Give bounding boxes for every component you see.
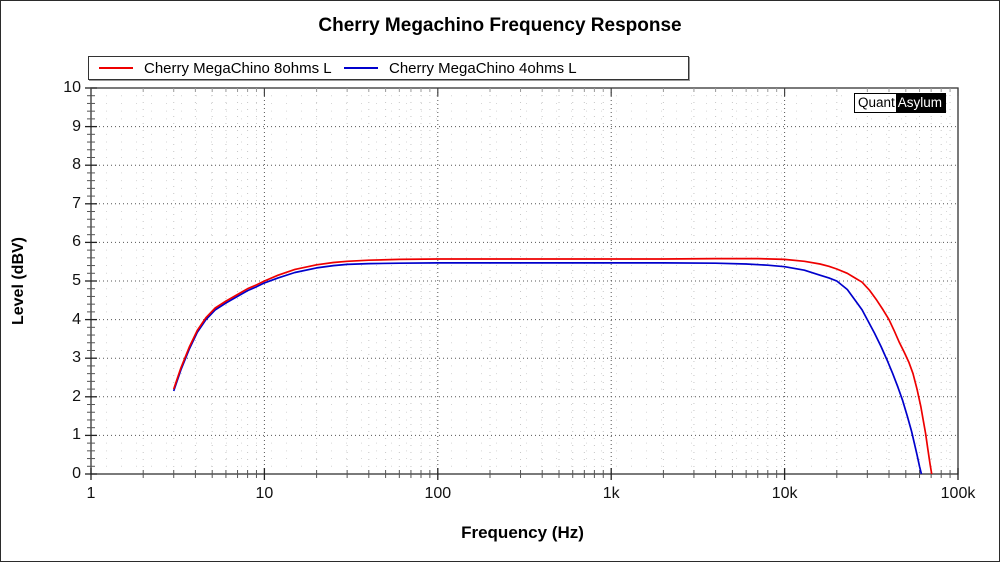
y-tick-label: 8	[72, 156, 81, 174]
legend-item: Cherry MegaChino 8ohms L	[99, 57, 332, 79]
logo-quant: Quant	[854, 94, 896, 112]
y-tick-label: 4	[72, 310, 81, 328]
x-tick-label: 10	[255, 485, 274, 502]
series-line	[172, 257, 933, 475]
y-tick-label: 6	[72, 233, 81, 251]
x-tick-label: 10k	[771, 485, 798, 502]
legend-line-swatch	[344, 67, 378, 69]
y-tick-label: 0	[72, 465, 81, 482]
legend-item: Cherry MegaChino 4ohms L	[344, 57, 577, 79]
x-tick-label: 1	[86, 485, 96, 502]
logo-asylum: Asylum	[895, 94, 945, 112]
y-tick-label: 9	[72, 117, 81, 135]
chart-title: Cherry Megachino Frequency Response	[318, 15, 682, 36]
x-tick-label: 100	[424, 485, 452, 502]
y-tick-label: 7	[72, 194, 81, 212]
y-tick-label: 5	[72, 272, 81, 289]
y-tick-label: 3	[72, 349, 81, 367]
legend-label: Cherry MegaChino 8ohms L	[144, 59, 332, 77]
y-tick-label: 1	[72, 426, 81, 444]
x-axis-title: Frequency (Hz)	[461, 523, 584, 542]
y-tick-label: 10	[63, 79, 81, 96]
x-tick-label: 100k	[940, 485, 976, 502]
series-line	[172, 262, 923, 475]
legend: Cherry MegaChino 8ohms L Cherry MegaChin…	[88, 56, 689, 80]
quantasylum-logo: Quant Asylum	[853, 93, 946, 113]
legend-label: Cherry MegaChino 4ohms L	[389, 59, 577, 77]
legend-line-swatch	[99, 67, 133, 69]
x-tick-label: 1k	[602, 485, 620, 502]
y-tick-label: 2	[72, 387, 81, 405]
